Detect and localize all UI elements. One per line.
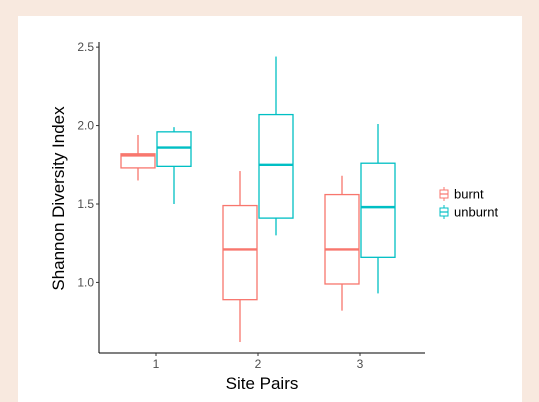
box-burnt-3: [324, 175, 360, 311]
box-unburnt-2: [258, 56, 294, 236]
box-unburnt-3: [360, 123, 396, 294]
box-iqr: [222, 204, 258, 301]
legend-key-burnt: [439, 187, 449, 201]
box-iqr: [360, 162, 396, 258]
box-burnt-2: [222, 171, 258, 343]
y-tick-label: 2.5: [77, 40, 94, 54]
plot-marks: [120, 56, 396, 343]
y-tick-label: 2.0: [77, 119, 94, 133]
y-axis-title: Shannon Diversity Index: [49, 106, 68, 291]
box-burnt-1: [120, 134, 156, 181]
x-tick-label: 3: [357, 357, 364, 371]
y-axis-ticks: 1.0 1.5 2.0 2.5: [77, 40, 99, 289]
box-iqr: [120, 153, 156, 169]
x-tick-label: 1: [153, 357, 160, 371]
box-iqr: [156, 131, 192, 167]
boxplot-chart: 1.0 1.5 2.0 2.5 1 2 3 Site Pairs Shannon Dive…: [49, 40, 498, 393]
legend-key-unburnt: [439, 205, 449, 219]
legend: burnt unburnt: [439, 187, 498, 220]
box-iqr: [258, 113, 294, 219]
x-axis-ticks: 1 2 3: [153, 353, 364, 371]
plot-panel: 1.0 1.5 2.0 2.5 1 2 3 Site Pairs Shannon Dive…: [18, 16, 522, 402]
box-iqr: [324, 193, 360, 285]
legend-label-unburnt: unburnt: [454, 205, 498, 220]
box-unburnt-1: [156, 127, 192, 204]
x-tick-label: 2: [255, 357, 262, 371]
y-tick-label: 1.0: [77, 275, 94, 289]
legend-label-burnt: burnt: [454, 187, 484, 202]
x-axis-title: Site Pairs: [226, 374, 299, 393]
y-tick-label: 1.5: [77, 197, 94, 211]
